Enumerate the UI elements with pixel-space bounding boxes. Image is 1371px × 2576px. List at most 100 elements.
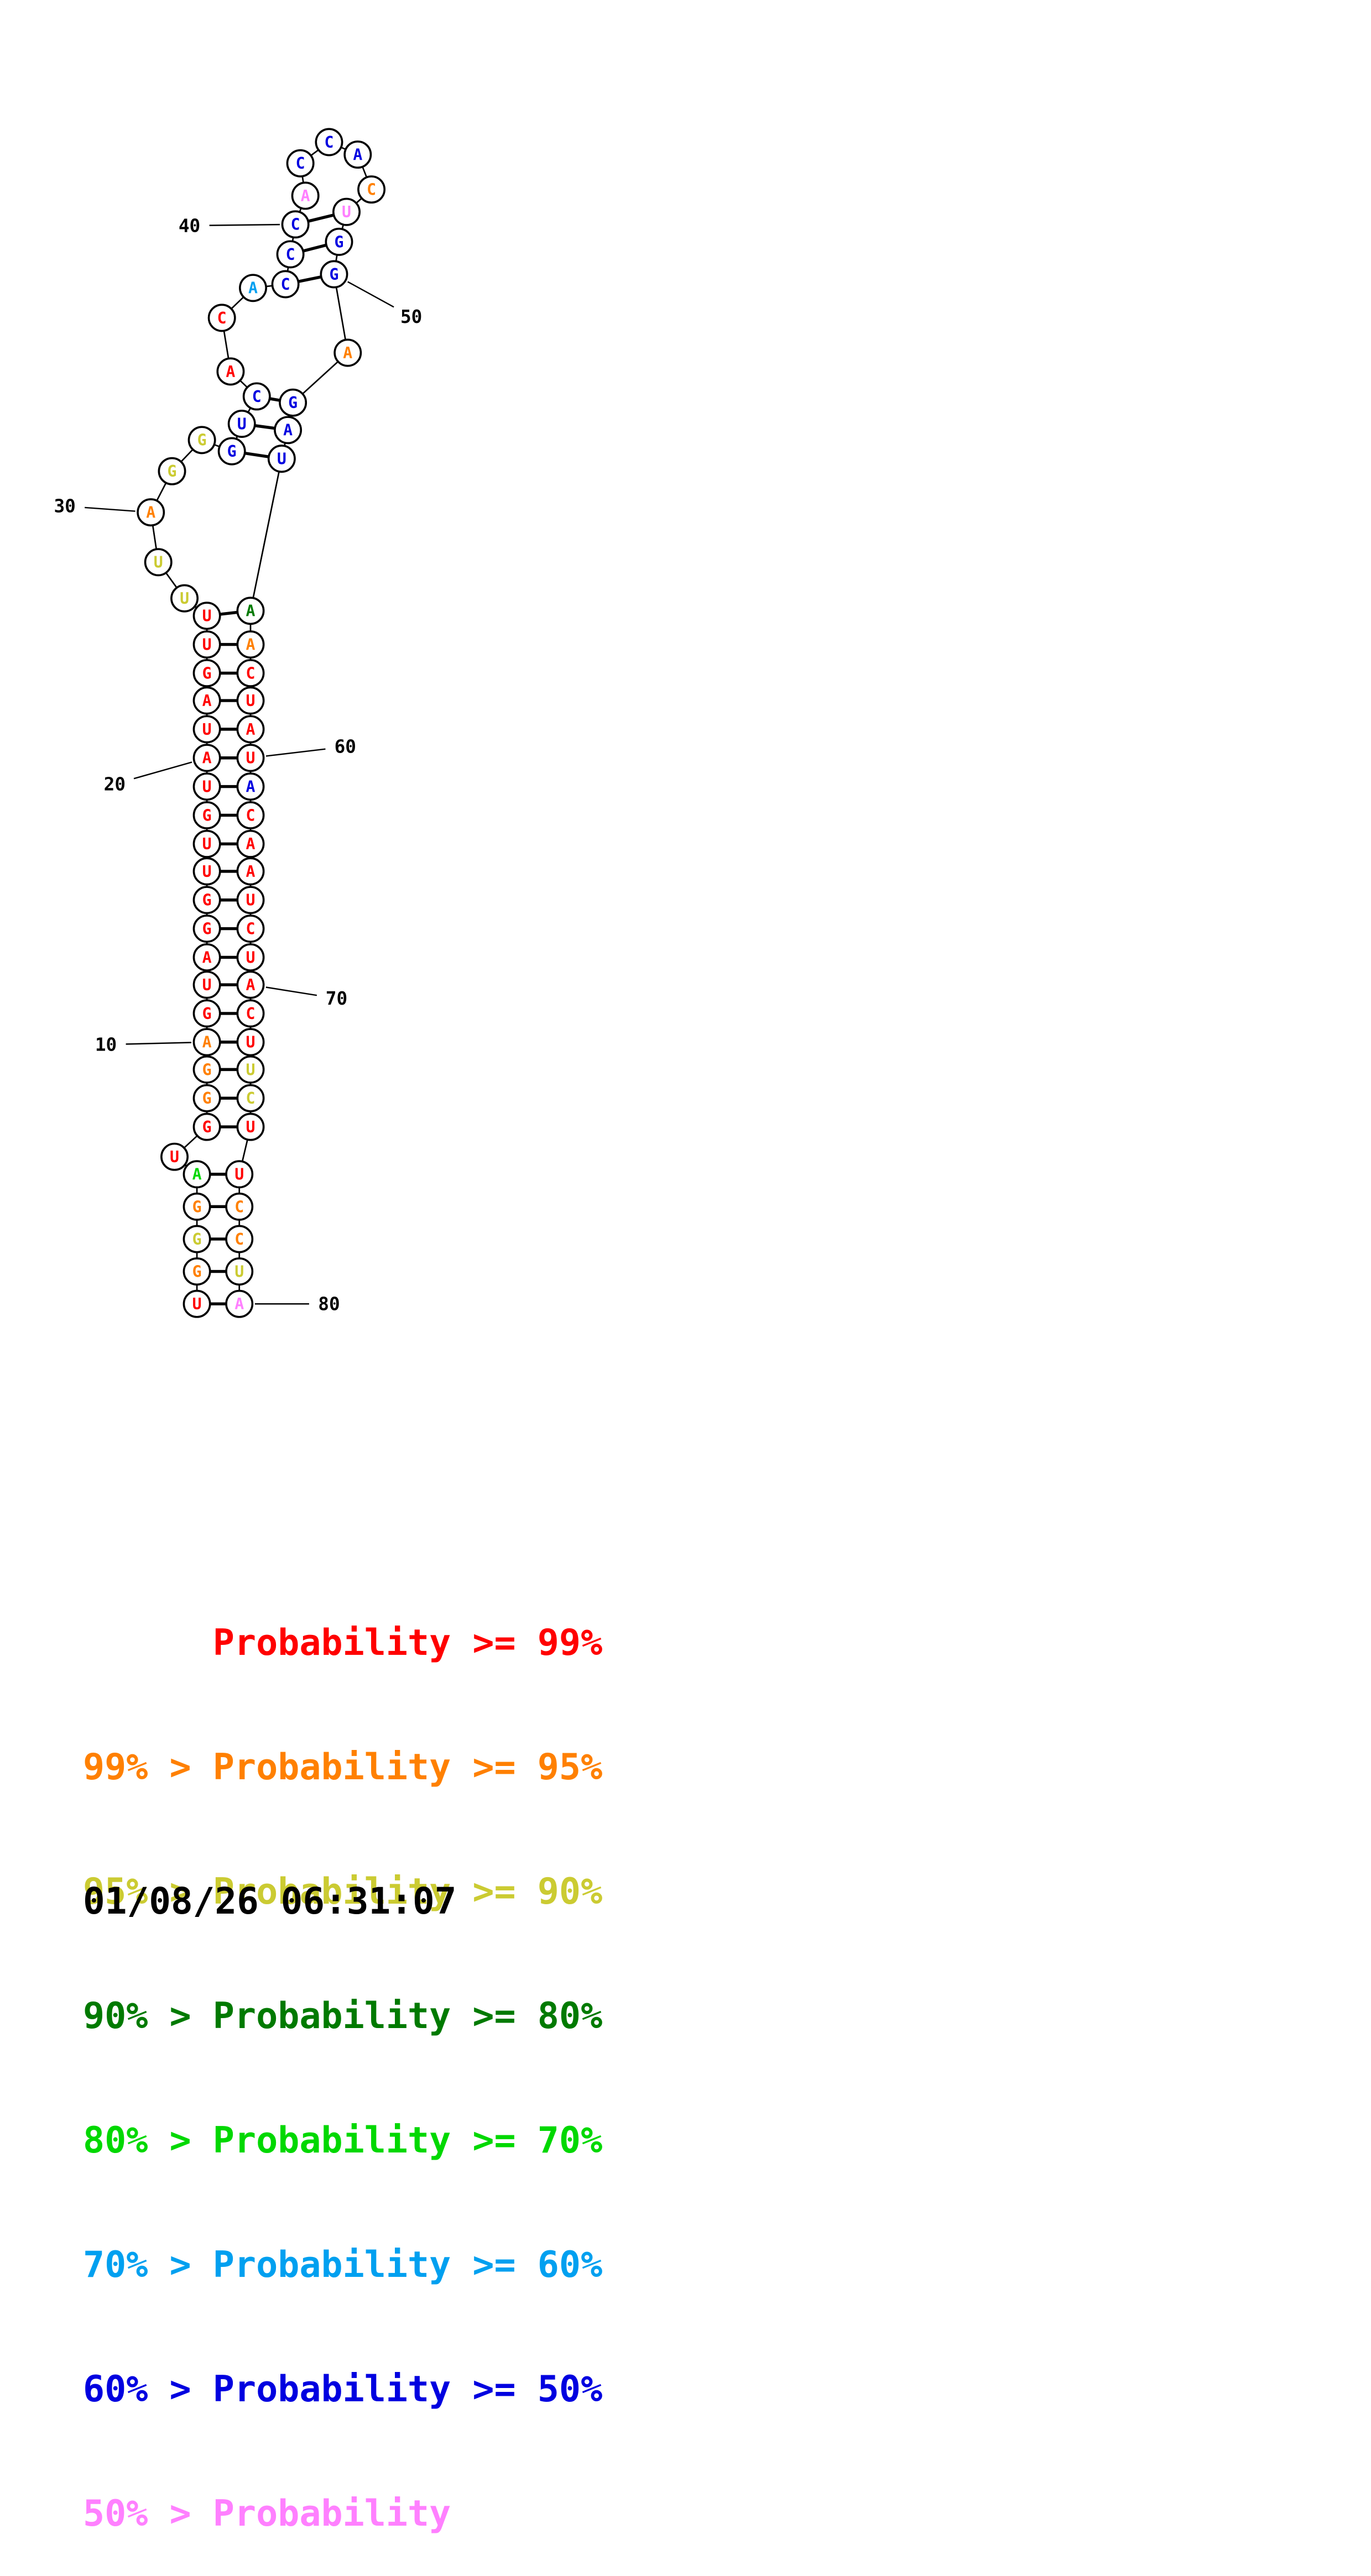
nucleotide-circle	[279, 388, 307, 417]
nucleotide-circle	[192, 886, 221, 915]
nucleotide-circle	[281, 210, 310, 239]
nucleotide-letter: U	[202, 778, 212, 796]
legend-row-50: 60% > Probability >= 50%	[83, 2369, 603, 2410]
nucleotide-circle	[192, 857, 221, 886]
position-leader-line	[265, 986, 317, 996]
nucleotide-circle	[325, 227, 353, 256]
nucleotide-letter: U	[246, 948, 256, 966]
nucleotide-circle	[216, 357, 245, 386]
nucleotide-letter: A	[246, 602, 256, 620]
nucleotide-circle	[236, 772, 265, 801]
nucleotide-circle	[267, 445, 296, 473]
nucleotide-letter: A	[246, 635, 256, 654]
nucleotide: A	[236, 970, 265, 999]
nucleotide-letter: A	[246, 835, 256, 853]
nucleotide-circle	[192, 630, 221, 659]
nucleotide-circle	[225, 1160, 254, 1189]
nucleotide-letter: A	[343, 344, 352, 362]
nucleotide-letter: U	[180, 589, 189, 608]
nucleotide-circle	[183, 1192, 211, 1221]
nucleotide-circle	[332, 197, 361, 226]
nucleotide: U	[267, 445, 296, 473]
nucleotide-letter: A	[301, 187, 310, 205]
nucleotide-circle	[236, 715, 265, 744]
nucleotide-circle	[192, 744, 221, 772]
legend-row-60: 70% > Probability >= 60%	[83, 2244, 603, 2286]
nucleotide: C	[271, 270, 300, 299]
nucleotide-letter: G	[192, 1198, 202, 1216]
nucleotide-circle	[320, 260, 348, 289]
nucleotide: U	[236, 943, 265, 971]
nucleotide: U	[192, 857, 221, 886]
nucleotide: C	[225, 1225, 254, 1253]
nucleotide-circle	[187, 426, 216, 454]
nucleotide-letter: C	[234, 1198, 244, 1216]
nucleotide-letter: U	[234, 1166, 244, 1184]
nucleotide-letter: A	[202, 948, 212, 966]
nucleotide: G	[158, 457, 186, 485]
nucleotide: U	[227, 410, 256, 438]
legend-row-99: Probability >= 99%	[83, 1622, 603, 1664]
nucleotide: G	[192, 1055, 221, 1084]
nucleotide-circle	[242, 382, 271, 411]
nucleotide-circle	[291, 181, 320, 210]
nucleotide: U	[236, 744, 265, 772]
nucleotide-letter: U	[202, 635, 212, 654]
nucleotide: G	[192, 801, 221, 829]
nucleotide-circle	[236, 970, 265, 999]
nucleotide-letter: C	[281, 275, 290, 294]
nucleotide-circle	[192, 659, 221, 687]
nucleotide: A	[225, 1289, 254, 1318]
nucleotide-letter: G	[192, 1263, 202, 1281]
nucleotide-circle	[158, 457, 186, 485]
nucleotide: U	[192, 772, 221, 801]
nucleotide-letter: U	[246, 891, 256, 910]
nucleotide-letter: U	[202, 607, 212, 625]
nucleotide-circle	[225, 1289, 254, 1318]
position-label: 10	[95, 1034, 117, 1056]
nucleotide: G	[325, 227, 353, 256]
nucleotide-letter: A	[246, 778, 256, 796]
position-label: 60	[335, 736, 356, 757]
nucleotide: U	[332, 197, 361, 226]
nucleotide-circle	[192, 970, 221, 999]
position-leader-line	[265, 748, 326, 757]
nucleotide-circle	[333, 338, 362, 367]
nucleotide: U	[236, 886, 265, 915]
nucleotide-letter: U	[170, 1148, 179, 1166]
nucleotide: U	[192, 630, 221, 659]
nucleotide-letter: G	[202, 920, 212, 938]
nucleotide-letter: G	[288, 394, 298, 412]
nucleotide-circle	[144, 548, 173, 577]
nucleotide-letter: U	[246, 1033, 256, 1052]
nucleotide: G	[187, 426, 216, 454]
nucleotide-letter: G	[192, 1230, 202, 1248]
nucleotide: A	[236, 857, 265, 886]
position-leader-line	[347, 281, 394, 308]
nucleotide: C	[236, 915, 265, 943]
legend-row-70: 80% > Probability >= 70%	[83, 2120, 603, 2161]
nucleotide: C	[286, 149, 315, 177]
nucleotide-circle	[183, 1289, 211, 1318]
nucleotide-letter: U	[246, 692, 256, 710]
nucleotide-letter: G	[202, 1089, 212, 1107]
nucleotide-circle	[225, 1257, 254, 1286]
position-leader-line	[85, 506, 135, 512]
position-label: 20	[104, 774, 126, 795]
nucleotide: A	[137, 498, 165, 527]
nucleotide-letter: G	[202, 664, 212, 682]
nucleotide-letter: G	[202, 1005, 212, 1023]
nucleotide-letter: G	[335, 233, 344, 251]
nucleotide: G	[192, 659, 221, 687]
nucleotide-letter: U	[277, 450, 286, 468]
nucleotide: A	[236, 829, 265, 858]
nucleotide-circle	[192, 999, 221, 1028]
nucleotide-circle	[227, 410, 256, 438]
nucleotide-letter: G	[197, 431, 207, 450]
nucleotide-circle	[239, 274, 267, 302]
nucleotide-circle	[236, 829, 265, 858]
nucleotide-letter: C	[286, 245, 295, 264]
nucleotide-letter: U	[246, 1118, 256, 1136]
nucleotide-circle	[192, 1112, 221, 1141]
nucleotide: C	[281, 210, 310, 239]
